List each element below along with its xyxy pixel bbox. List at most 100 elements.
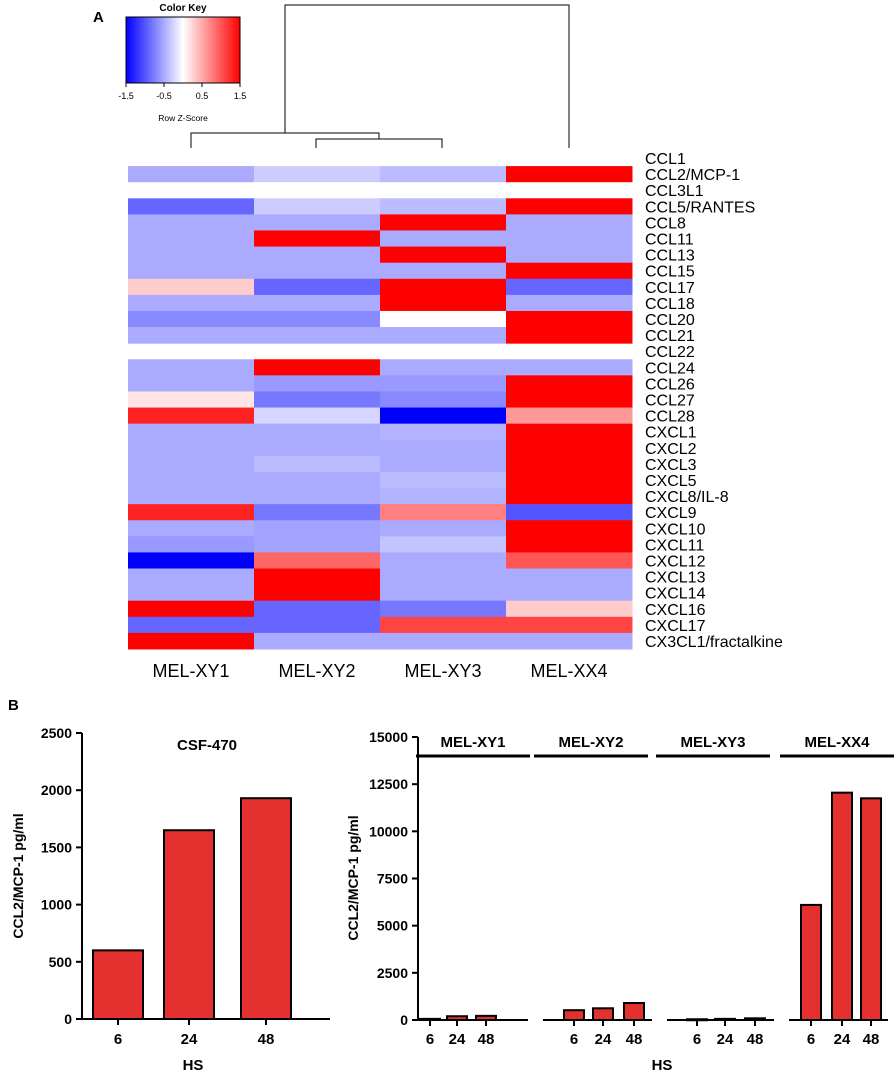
- heatmap-cell: [128, 407, 255, 425]
- heatmap-cell: [380, 359, 507, 376]
- y-tick-label: 12500: [369, 776, 408, 792]
- y-tick-label: 2000: [41, 782, 72, 798]
- heatmap-row-label: CCL13: [645, 248, 695, 265]
- heatmap-cell: [254, 504, 381, 521]
- heatmap-cell: [380, 455, 507, 473]
- color-key-xlabel: Row Z-Score: [158, 113, 208, 123]
- heatmap-cell: [254, 391, 381, 409]
- heatmap-cell: [380, 182, 507, 199]
- heatmap-cell: [380, 278, 507, 296]
- heatmap-cell: [128, 520, 255, 537]
- bar: [446, 1015, 468, 1022]
- heatmap-cell: [254, 407, 381, 425]
- heatmap-row-label: CCL20: [645, 312, 695, 329]
- heatmap-cell: [128, 504, 255, 521]
- group-label: MEL-XY3: [680, 734, 745, 751]
- heatmap-cell: [128, 391, 255, 409]
- heatmap-cell: [506, 504, 633, 521]
- heatmap-cell: [254, 488, 381, 505]
- heatmap-cell: [506, 471, 633, 489]
- heatmap-cell: [380, 584, 507, 602]
- heatmap-cell: [254, 278, 381, 296]
- heatmap-cell: [128, 327, 255, 344]
- heatmap-cell: [254, 455, 381, 473]
- heatmap-row-label: CCL27: [645, 393, 695, 410]
- heatmap-row-label: CCL8: [645, 215, 686, 232]
- x-axis-label: HS: [183, 1057, 204, 1074]
- heatmap-cell: [128, 198, 255, 215]
- heatmap-cell: [380, 246, 507, 264]
- heatmap-cell: [254, 616, 381, 634]
- heatmap-cell: [254, 375, 381, 392]
- heatmap-column-label: MEL-XX4: [530, 661, 607, 681]
- heatmap-cell: [380, 423, 507, 441]
- heatmap-cell: [128, 471, 255, 489]
- bar: [419, 1017, 441, 1021]
- heatmap-cell: [128, 568, 255, 586]
- color-key-gradient: [125, 16, 241, 84]
- x-axis-label: HS: [652, 1057, 673, 1074]
- heatmap-row-label: CXCL17: [645, 618, 706, 635]
- heatmap-cell: [380, 198, 507, 215]
- y-tick-label: 7500: [377, 871, 408, 887]
- heatmap-row-label: CXCL2: [645, 441, 697, 458]
- heatmap-cell: [506, 230, 633, 248]
- heatmap-cell: [506, 262, 633, 280]
- x-tick-label: 48: [258, 1031, 275, 1048]
- heatmap-cell: [254, 214, 381, 231]
- heatmap-cell: [254, 327, 381, 344]
- heatmap-cell: [506, 182, 633, 199]
- heatmap-row-label: CXCL13: [645, 570, 706, 587]
- x-tick-label: 48: [747, 1031, 764, 1048]
- heatmap-cell: [506, 536, 633, 553]
- heatmap-cell: [380, 568, 507, 586]
- heatmap-cell: [254, 246, 381, 264]
- heatmap-cell: [380, 407, 507, 425]
- y-tick-label: 2500: [41, 725, 72, 741]
- heatmap-cell: [506, 246, 633, 264]
- bar: [240, 797, 292, 1021]
- heatmap-cell: [380, 262, 507, 280]
- group-label: MEL-XY1: [440, 734, 505, 751]
- heatmap-cell: [380, 616, 507, 634]
- heatmap-cell: [380, 230, 507, 248]
- x-tick-label: 48: [626, 1031, 643, 1048]
- heatmap-cell: [128, 600, 255, 618]
- heatmap-cell: [506, 552, 633, 570]
- group-label: MEL-XY2: [558, 734, 623, 751]
- heatmap-row-label: CCL28: [645, 409, 695, 426]
- heatmap-row-label: CXCL5: [645, 473, 697, 490]
- heatmap-row-label: CXCL1: [645, 425, 697, 442]
- heatmap-cell: [506, 214, 633, 231]
- heatmap-row-label: CXCL12: [645, 553, 706, 570]
- heatmap-row-label: CCL1: [645, 151, 686, 168]
- x-tick-label: 24: [449, 1031, 466, 1048]
- heatmap-cell: [380, 536, 507, 553]
- dendrogram: [190, 4, 570, 148]
- heatmap-cell: [254, 294, 381, 312]
- y-tick-label: 5000: [377, 918, 408, 934]
- heatmap-cell: [506, 568, 633, 586]
- heatmap-cell: [128, 214, 255, 231]
- x-tick-label: 48: [863, 1031, 880, 1048]
- heatmap-cell: [254, 632, 381, 650]
- heatmap-cell: [254, 439, 381, 457]
- heatmap-row-label: CCL26: [645, 376, 695, 393]
- heatmap-cell: [380, 327, 507, 344]
- heatmap-cell: [506, 278, 633, 296]
- heatmap-cell: [506, 439, 633, 457]
- heatmap-cell: [128, 375, 255, 392]
- heatmap-cell: [128, 359, 255, 376]
- y-tick-label: 15000: [369, 729, 408, 745]
- heatmap-cell: [254, 536, 381, 553]
- heatmap-cell: [506, 455, 633, 473]
- y-tick-label: 1000: [41, 897, 72, 913]
- heatmap-cell: [506, 407, 633, 425]
- x-tick-label: 48: [478, 1031, 495, 1048]
- dendrogram-branch-xy: [190, 132, 380, 148]
- color-key-tick-label: 0.5: [196, 91, 209, 101]
- heatmap-cell: [128, 439, 255, 457]
- heatmap-cell: [380, 488, 507, 505]
- x-tick-label: 24: [834, 1031, 851, 1048]
- heatmap-cell: [506, 327, 633, 344]
